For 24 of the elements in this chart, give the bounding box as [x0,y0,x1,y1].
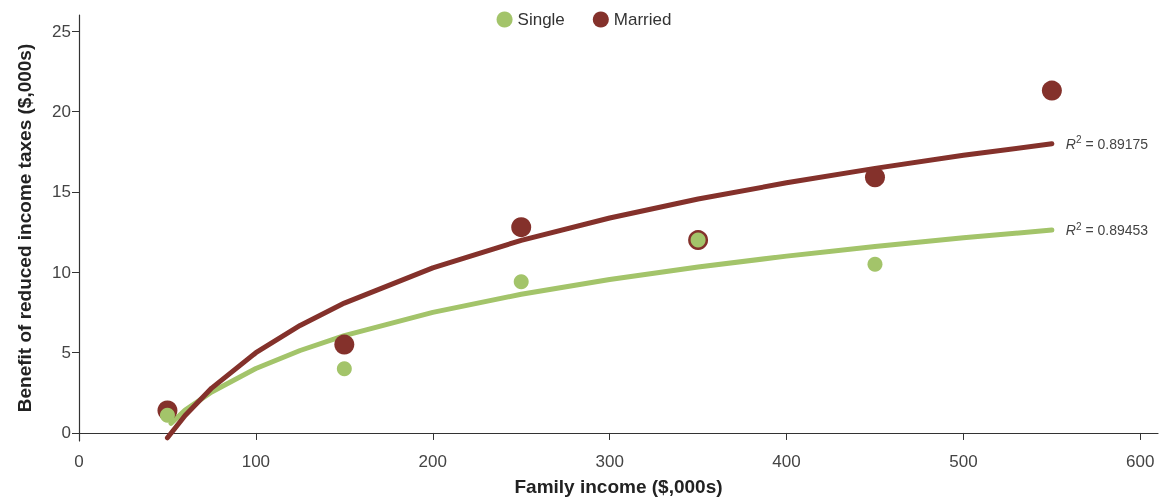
y-axis-title: Benefit of reduced income taxes ($,000s) [14,43,35,413]
y-tick-label: 10 [52,262,71,282]
y-tick-label: 25 [52,21,71,41]
x-tick-label: 100 [241,452,271,471]
point [865,167,885,188]
y-tick-label: 0 [61,423,71,443]
point [513,274,529,290]
x-tick-label: 300 [595,452,624,471]
legend-label: Single [517,10,565,29]
x-tick-label: 500 [949,452,978,471]
y-tick-label: 5 [61,343,71,363]
y-tick-label: 20 [52,101,71,121]
y-tick-label: 15 [52,182,71,202]
x-tick-label: 0 [74,452,84,471]
point [867,256,883,272]
x-tick-label: 200 [418,452,447,471]
point [1041,80,1062,101]
x-tick-label: 600 [1126,452,1155,471]
point [336,361,352,377]
x-axis-title: Family income ($,000s) [514,476,723,497]
point [334,334,355,355]
point [511,217,532,238]
x-tick-label: 400 [772,452,801,471]
legend-label: Married [613,10,672,29]
